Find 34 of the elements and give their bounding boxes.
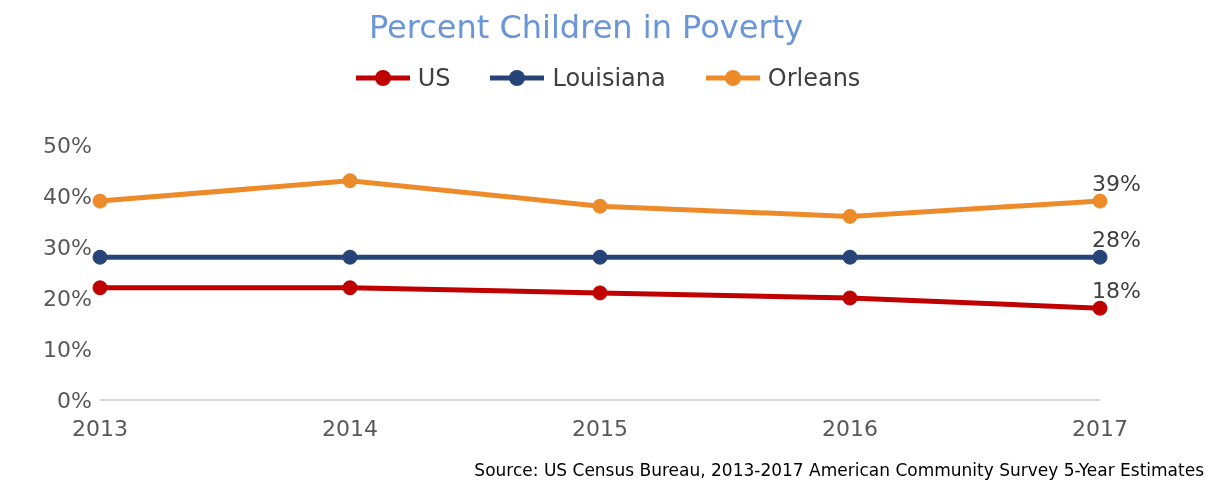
legend-label: Orleans (767, 64, 861, 92)
data-label: 18% (1092, 278, 1141, 304)
legend-label: Louisiana (552, 64, 666, 92)
point (592, 285, 608, 301)
y-tick-label: 0% (57, 387, 92, 413)
point (92, 193, 108, 209)
y-tick-label: 30% (43, 234, 92, 260)
source-note: Source: US Census Bureau, 2013-2017 American Community Survey 5-Year Estimates (474, 460, 1204, 480)
y-tick-label: 50% (43, 132, 92, 158)
point (842, 249, 858, 265)
point (342, 280, 358, 296)
y-tick-label: 40% (43, 183, 92, 209)
point (1092, 193, 1108, 209)
x-tick-label: 2017 (1072, 415, 1128, 441)
point (92, 280, 108, 296)
point (842, 290, 858, 306)
data-label: 39% (1092, 171, 1141, 197)
x-tick-label: 2014 (322, 415, 378, 441)
chart-title: Percent Children in Poverty (367, 8, 805, 46)
point (592, 198, 608, 214)
x-tick-label: 2016 (822, 415, 878, 441)
data-label: 28% (1092, 227, 1141, 253)
point (342, 173, 358, 189)
point (92, 249, 108, 265)
point (842, 208, 858, 224)
point (592, 249, 608, 265)
point (1092, 300, 1108, 316)
x-tick-label: 2015 (572, 415, 628, 441)
legend-label: US (417, 64, 451, 92)
point (342, 249, 358, 265)
y-tick-label: 20% (43, 285, 92, 311)
point (1092, 249, 1108, 265)
y-tick-label: 10% (43, 336, 92, 362)
x-tick-label: 2013 (72, 415, 128, 441)
